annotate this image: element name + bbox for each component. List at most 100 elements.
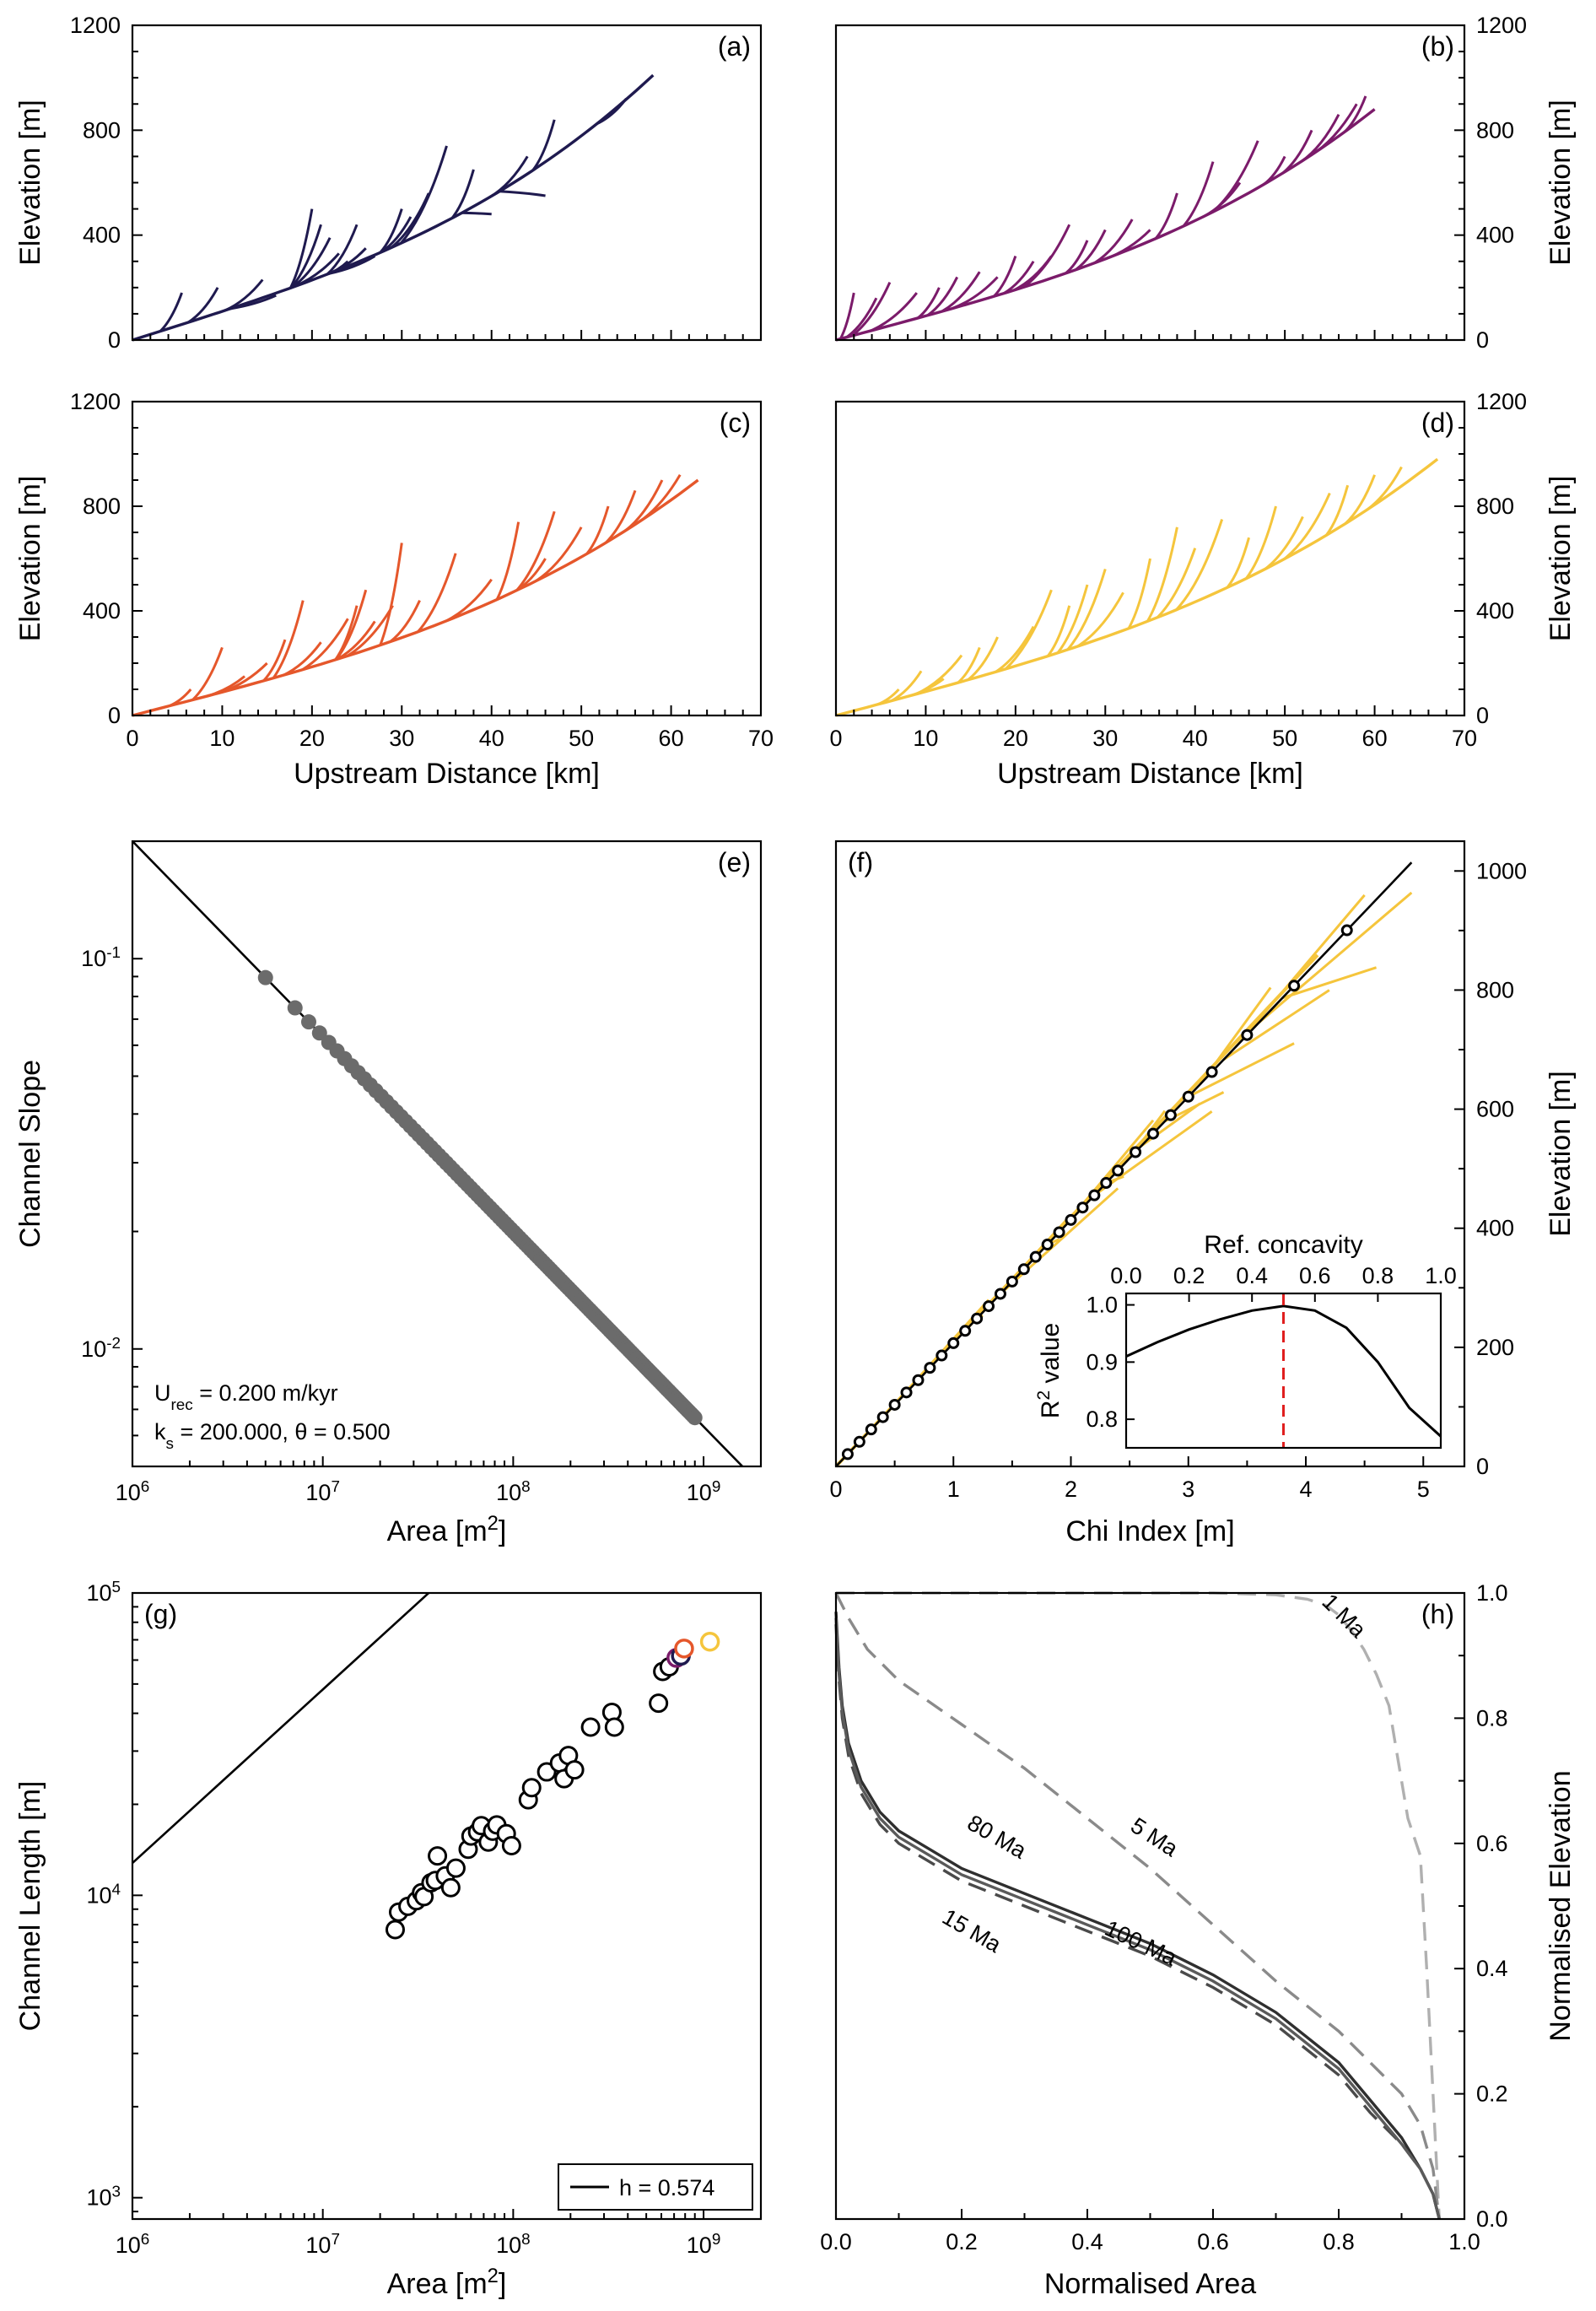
slope-area-point bbox=[257, 969, 273, 985]
ytick-label-c: 800 bbox=[83, 494, 121, 519]
xtick-label-h: 0.6 bbox=[1197, 2229, 1229, 2254]
binned-chi-point bbox=[947, 1336, 960, 1349]
tributary-c-7 bbox=[301, 618, 349, 672]
curve-label-1ma: 1 Ma bbox=[1318, 1589, 1372, 1643]
tributary-c-4 bbox=[262, 639, 287, 682]
xtick-label-d: 40 bbox=[1183, 726, 1208, 751]
ytick-label-d: 1200 bbox=[1476, 389, 1527, 414]
chi-tributary-line bbox=[1222, 989, 1330, 1061]
ytick-label-b: 1200 bbox=[1476, 13, 1527, 38]
tributary-d-8 bbox=[1046, 605, 1071, 657]
tributary-a-16 bbox=[450, 169, 475, 219]
ytick-label-f: 800 bbox=[1476, 977, 1514, 1002]
xtick-label-d: 0 bbox=[829, 726, 842, 751]
panel-letter-e: (e) bbox=[718, 847, 751, 877]
y-axis-label-e: Channel Slope bbox=[14, 1060, 46, 1248]
tributary-a-19 bbox=[499, 190, 546, 197]
tributary-d-10 bbox=[1066, 568, 1107, 651]
binned-chi-point bbox=[1241, 1029, 1254, 1041]
profile-curve-15ma bbox=[834, 1624, 1441, 2220]
trunk-profile-d bbox=[835, 457, 1439, 717]
tributary-a-12 bbox=[379, 208, 403, 254]
channel-length-point bbox=[428, 1846, 448, 1866]
tributary-d-5 bbox=[967, 636, 999, 681]
ytick-label-h: 0.0 bbox=[1476, 2206, 1508, 2232]
channel-length-point bbox=[445, 1858, 466, 1878]
tributary-d-15 bbox=[1175, 519, 1224, 611]
inset-xtick-label: 0.4 bbox=[1236, 1263, 1268, 1288]
xtick-label-d: 10 bbox=[913, 726, 938, 751]
x-axis-label-g: Area [m2] bbox=[387, 2265, 507, 2301]
tributary-d-16 bbox=[1226, 537, 1251, 589]
xtick-label-d: 20 bbox=[1003, 726, 1028, 751]
xtick-label-d: 70 bbox=[1452, 726, 1477, 751]
ytick-label-h: 0.8 bbox=[1476, 1705, 1508, 1731]
chi-tributary-line bbox=[1258, 891, 1413, 1024]
xtick-label-c: 10 bbox=[209, 726, 235, 751]
ytick-label-a: 400 bbox=[83, 223, 121, 248]
ytick-label-f: 1000 bbox=[1476, 858, 1527, 883]
tributary-a-15 bbox=[400, 145, 448, 245]
y-axis-label-d: Elevation [m] bbox=[1545, 476, 1577, 642]
xtick-label-h: 0.8 bbox=[1323, 2229, 1355, 2254]
ytick-label-f: 400 bbox=[1476, 1216, 1514, 1241]
y-axis-label-h: Normalised Elevation bbox=[1545, 1770, 1577, 2041]
tributary-d-13 bbox=[1146, 526, 1178, 623]
y-axis-label-c: Elevation [m] bbox=[14, 476, 46, 642]
tributary-c-18 bbox=[515, 510, 556, 591]
ytick-label-a: 1200 bbox=[70, 13, 121, 38]
tributary-c-12 bbox=[379, 543, 403, 646]
binned-chi-point bbox=[1288, 980, 1301, 992]
tributary-d-21 bbox=[1344, 474, 1376, 526]
ytick-label-c: 0 bbox=[108, 703, 121, 728]
binned-chi-point bbox=[1065, 1213, 1077, 1226]
slope-area-point bbox=[287, 1000, 303, 1016]
inset-ytick-label: 0.9 bbox=[1086, 1349, 1118, 1374]
tributary-b-20 bbox=[1262, 155, 1286, 186]
binned-chi-point bbox=[1164, 1109, 1177, 1121]
ytick-label-f: 200 bbox=[1476, 1335, 1514, 1360]
profile-curve-5ma bbox=[834, 1592, 1441, 2220]
trunk-profile-b bbox=[835, 108, 1376, 342]
tributary-c-5 bbox=[272, 600, 305, 679]
binned-chi-point bbox=[983, 1300, 995, 1313]
xtick-label-d: 60 bbox=[1362, 726, 1388, 751]
inset-xtick-label: 0.6 bbox=[1299, 1263, 1331, 1288]
xtick-label-c: 70 bbox=[748, 726, 774, 751]
xtick-label-f: 2 bbox=[1065, 1477, 1077, 1502]
xtick-label-f: 3 bbox=[1182, 1477, 1194, 1502]
inset-ytick-label: 1.0 bbox=[1086, 1293, 1118, 1318]
binned-chi-point bbox=[1182, 1090, 1194, 1103]
binned-chi-point bbox=[1053, 1226, 1065, 1239]
ytick-label-d: 800 bbox=[1476, 494, 1514, 519]
ytick-label-b: 0 bbox=[1476, 327, 1489, 353]
profile-curve-1ma bbox=[836, 1591, 1441, 2220]
curve-label-80ma: 80 Ma bbox=[963, 1810, 1032, 1864]
xtick-label-g: 107 bbox=[305, 2231, 340, 2259]
tributary-c-1 bbox=[191, 646, 224, 701]
binned-chi-point bbox=[959, 1325, 972, 1337]
binned-chi-point bbox=[1130, 1146, 1142, 1158]
panel-letter-d: (d) bbox=[1421, 408, 1454, 438]
tributary-d-12 bbox=[1127, 558, 1151, 629]
xtick-label-g: 108 bbox=[496, 2231, 531, 2259]
inset-xtick-label: 0.0 bbox=[1110, 1263, 1142, 1288]
uplift-rate-annotation: Urec = 0.200 m/kyr bbox=[154, 1380, 338, 1414]
channel-length-point bbox=[580, 1717, 601, 1737]
xtick-label-c: 50 bbox=[569, 726, 594, 751]
y-axis-label-a: Elevation [m] bbox=[14, 100, 46, 266]
plot-frame-e bbox=[131, 840, 763, 1468]
panel-letter-c: (c) bbox=[720, 408, 751, 438]
tributary-d-14 bbox=[1156, 548, 1197, 618]
tributary-b-24 bbox=[1343, 95, 1367, 133]
xtick-label-c: 60 bbox=[659, 726, 684, 751]
xtick-label-e: 108 bbox=[496, 1478, 531, 1506]
tributary-a-4 bbox=[288, 208, 314, 289]
binned-chi-point bbox=[1006, 1275, 1018, 1288]
binned-chi-point bbox=[1076, 1201, 1089, 1214]
tributary-c-9 bbox=[335, 589, 368, 661]
tributary-c-15 bbox=[445, 578, 493, 623]
xtick-label-e: 107 bbox=[305, 1478, 340, 1506]
trunk-channel-point bbox=[699, 1631, 720, 1652]
